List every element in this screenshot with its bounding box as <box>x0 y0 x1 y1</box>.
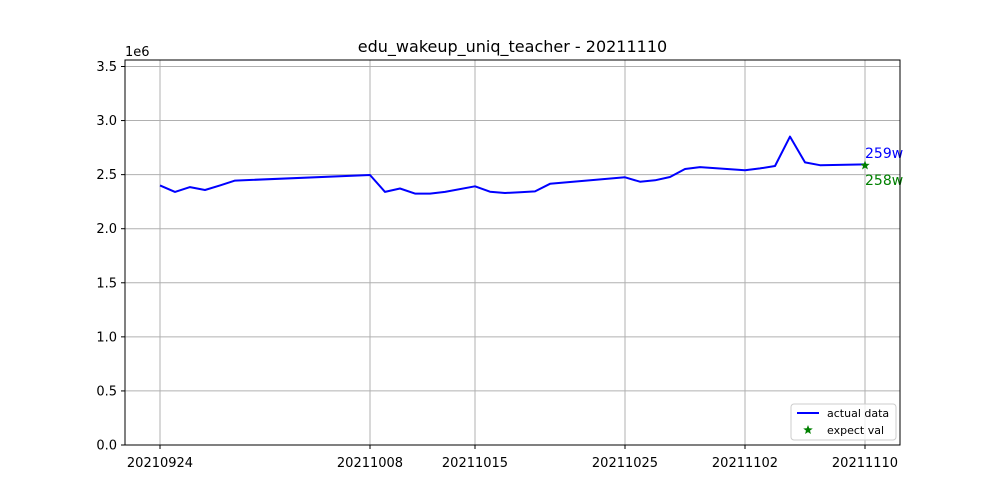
legend: actual data expect val <box>790 403 897 441</box>
x-tick-label: 20211110 <box>832 456 898 471</box>
y-axis-offset-label: 1e6 <box>125 45 150 60</box>
y-tick-label: 1.0 <box>96 330 117 345</box>
grid <box>125 60 900 446</box>
value-annotation: 258w <box>865 173 903 189</box>
legend-label-expect: expect val <box>827 424 884 437</box>
y-tick-label: 2.0 <box>96 222 117 237</box>
x-tick-label: 20211102 <box>712 456 778 471</box>
plot-frame <box>124 59 901 446</box>
y-tick-label: 3.0 <box>96 114 117 129</box>
y-tick-label: 1.5 <box>96 276 117 291</box>
y-tick-label: 3.5 <box>96 60 117 75</box>
axes: 0.0 0.5 1.0 1.5 2.0 2.5 3.0 3.5 20210924 20211008… <box>96 59 901 471</box>
legend-star-shape <box>803 425 813 435</box>
x-tick-label: 20211025 <box>592 456 658 471</box>
legend-star-icon <box>803 425 813 435</box>
x-tick-label: 20211015 <box>442 456 508 471</box>
series-line-actual-data <box>159 135 866 195</box>
expect-val-star-icon <box>860 160 870 170</box>
chart-title: edu_wakeup_uniq_teacher - 20211110 <box>358 37 667 57</box>
plot-area: 259w 258w <box>159 135 903 195</box>
legend-label-actual: actual data <box>827 407 889 420</box>
value-annotation: 259w <box>865 146 903 162</box>
x-tick-label: 20210924 <box>127 456 193 471</box>
y-tick-label: 0.0 <box>96 439 117 454</box>
y-tick-label: 0.5 <box>96 384 117 399</box>
x-tick-label: 20211008 <box>337 456 403 471</box>
y-tick-label: 2.5 <box>96 168 117 183</box>
